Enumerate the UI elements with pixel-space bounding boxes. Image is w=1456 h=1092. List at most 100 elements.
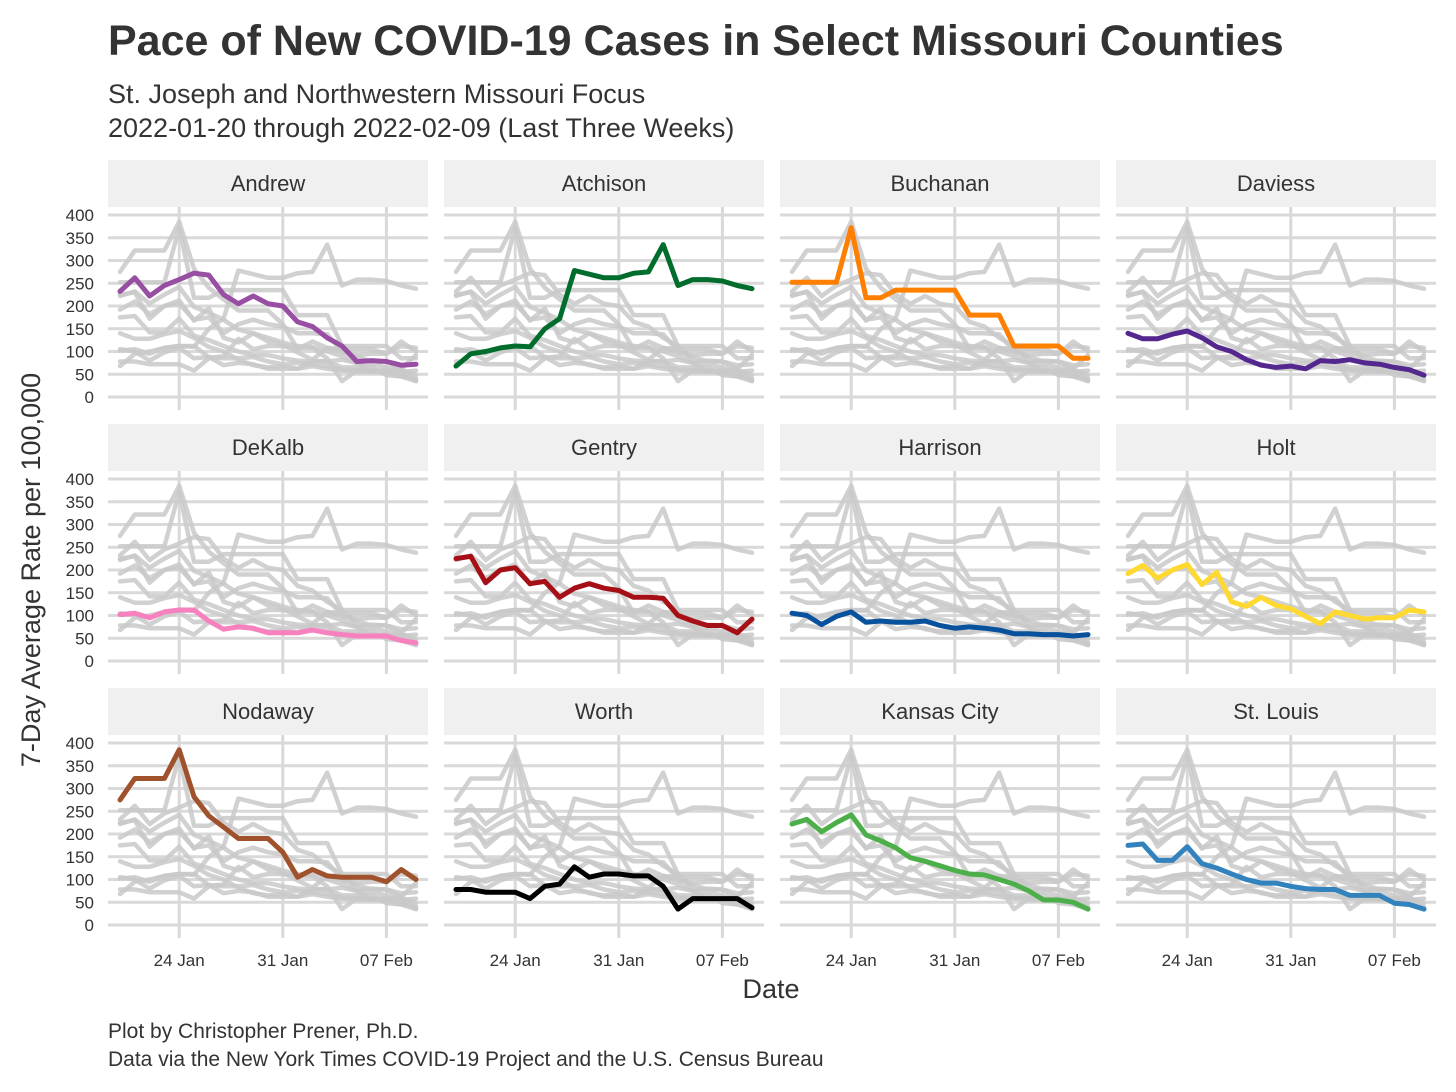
y-tick-label: 300 (66, 516, 94, 535)
background-line-holt (789, 826, 1091, 890)
y-tick-label: 300 (66, 780, 94, 799)
background-line-buchanan (117, 489, 419, 625)
facet-panel-nodaway: 0 50 100 150 200 250 300 350 400 24 Jan 31 Jan 07 F… (66, 734, 428, 970)
y-tick-label: 250 (66, 274, 94, 293)
y-tick-label: 350 (66, 229, 94, 248)
y-tick-label: 0 (85, 652, 94, 671)
facet-panel-dekalb: 0 50 100 150 200 250 300 350 400 (66, 470, 428, 674)
background-line-nodaway (789, 483, 1091, 621)
x-tick-label: 07 Feb (1368, 951, 1421, 970)
background-line-nodaway (453, 483, 755, 621)
series-line-gentry (453, 553, 755, 636)
background-line-st-louis (117, 841, 419, 912)
facet-panel-st-louis: 24 Jan 31 Jan 07 Feb (1116, 735, 1436, 970)
facet-strip-harrison (780, 424, 1100, 471)
background-line-buchanan (117, 225, 419, 361)
facet-panel-atchison (444, 207, 764, 410)
background-line-buchanan (453, 225, 755, 361)
background-line-holt (1125, 826, 1427, 890)
facet-panel-kansas-city: 24 Jan 31 Jan 07 Feb (780, 735, 1100, 970)
facet-panel-worth: 24 Jan 31 Jan 07 Feb (444, 735, 764, 970)
x-tick-label: 24 Jan (490, 951, 541, 970)
background-line-buchanan (789, 753, 1091, 889)
facet-label-buchanan: Buchanan (890, 171, 989, 196)
background-line-st-louis (453, 313, 755, 384)
background-line-holt (789, 298, 1091, 362)
x-tick-label: 31 Jan (929, 951, 980, 970)
background-line-nodaway (1125, 747, 1427, 885)
y-tick-label: 350 (66, 757, 94, 776)
x-tick-label: 31 Jan (593, 951, 644, 970)
facet-strip-gentry (444, 424, 764, 471)
series-line-harrison (789, 609, 1091, 639)
facet-strip-st-louis (1116, 688, 1436, 735)
facet-label-andrew: Andrew (231, 171, 306, 196)
y-tick-label: 150 (66, 320, 94, 339)
y-tick-label: 300 (66, 252, 94, 271)
background-line-buchanan (1125, 753, 1427, 889)
x-tick-label: 24 Jan (154, 951, 205, 970)
background-line-st-louis (1125, 577, 1427, 648)
facet-label-atchison: Atchison (562, 171, 646, 196)
y-tick-label: 200 (66, 825, 94, 844)
facet-panel-daviess (1116, 207, 1436, 410)
facet-panel-andrew: 0 50 100 150 200 250 300 350 400 (66, 206, 428, 410)
y-axis-title: 7-Day Average Rate per 100,000 (16, 373, 46, 767)
facet-strip-daviess (1116, 160, 1436, 207)
caption-line-2: Data via the New York Times COVID-19 Pro… (108, 1048, 824, 1071)
background-line-holt (1125, 298, 1427, 362)
background-line-holt (117, 562, 419, 626)
background-line-nodaway (453, 219, 755, 357)
background-line-buchanan (1125, 225, 1427, 361)
y-tick-label: 100 (66, 607, 94, 626)
y-tick-label: 350 (66, 493, 94, 512)
y-tick-label: 200 (66, 561, 94, 580)
facet-strip-nodaway (108, 688, 428, 735)
x-axis-title: Date (742, 974, 799, 1004)
background-line-nodaway (117, 219, 419, 357)
facet-panel-gentry (444, 471, 764, 674)
facet-label-worth: Worth (575, 699, 633, 724)
y-tick-label: 0 (85, 388, 94, 407)
background-line-nodaway (789, 747, 1091, 885)
facet-label-dekalb: DeKalb (232, 435, 304, 460)
facet-panels: Andrew 0 50 100 150 200 250 300 350 400 Atchison Bu… (66, 160, 1436, 970)
series-line-worth (453, 864, 755, 912)
y-tick-label: 150 (66, 848, 94, 867)
chart-subtitle-line-2: 2022-01-20 through 2022-02-09 (Last Thre… (108, 113, 734, 143)
x-tick-label: 31 Jan (1265, 951, 1316, 970)
series-line-kansas-city (789, 812, 1091, 912)
chart-title: Pace of New COVID-19 Cases in Select Mis… (108, 17, 1284, 65)
background-line-nodaway (453, 747, 755, 885)
facet-strip-kansas-city (780, 688, 1100, 735)
facet-label-st-louis: St. Louis (1233, 699, 1319, 724)
background-line-buchanan (453, 489, 755, 625)
facet-label-daviess: Daviess (1237, 171, 1315, 196)
background-line-buchanan (1125, 489, 1427, 625)
chart-subtitle-line-1: St. Joseph and Northwestern Missouri Foc… (108, 79, 645, 109)
y-tick-label: 0 (85, 916, 94, 935)
facet-panel-harrison (780, 471, 1100, 674)
background-line-st-louis (453, 841, 755, 912)
x-tick-label: 07 Feb (360, 951, 413, 970)
y-tick-label: 50 (75, 893, 94, 912)
background-line-st-louis (789, 313, 1091, 384)
facet-strip-worth (444, 688, 764, 735)
y-tick-label: 50 (75, 365, 94, 384)
series-line-nodaway (117, 747, 419, 885)
background-line-holt (453, 826, 755, 890)
background-line-buchanan (117, 753, 419, 889)
y-tick-label: 400 (66, 470, 94, 489)
series-line-andrew (117, 270, 419, 368)
series-line-atchison (453, 242, 755, 369)
series-line-dekalb (117, 607, 419, 646)
x-tick-label: 24 Jan (1162, 951, 1213, 970)
series-line-buchanan (789, 225, 1091, 361)
facet-strip-andrew (108, 160, 428, 207)
background-line-holt (789, 562, 1091, 626)
background-line-st-louis (117, 577, 419, 648)
x-tick-label: 07 Feb (1032, 951, 1085, 970)
facet-label-holt: Holt (1256, 435, 1295, 460)
x-tick-label: 07 Feb (696, 951, 749, 970)
